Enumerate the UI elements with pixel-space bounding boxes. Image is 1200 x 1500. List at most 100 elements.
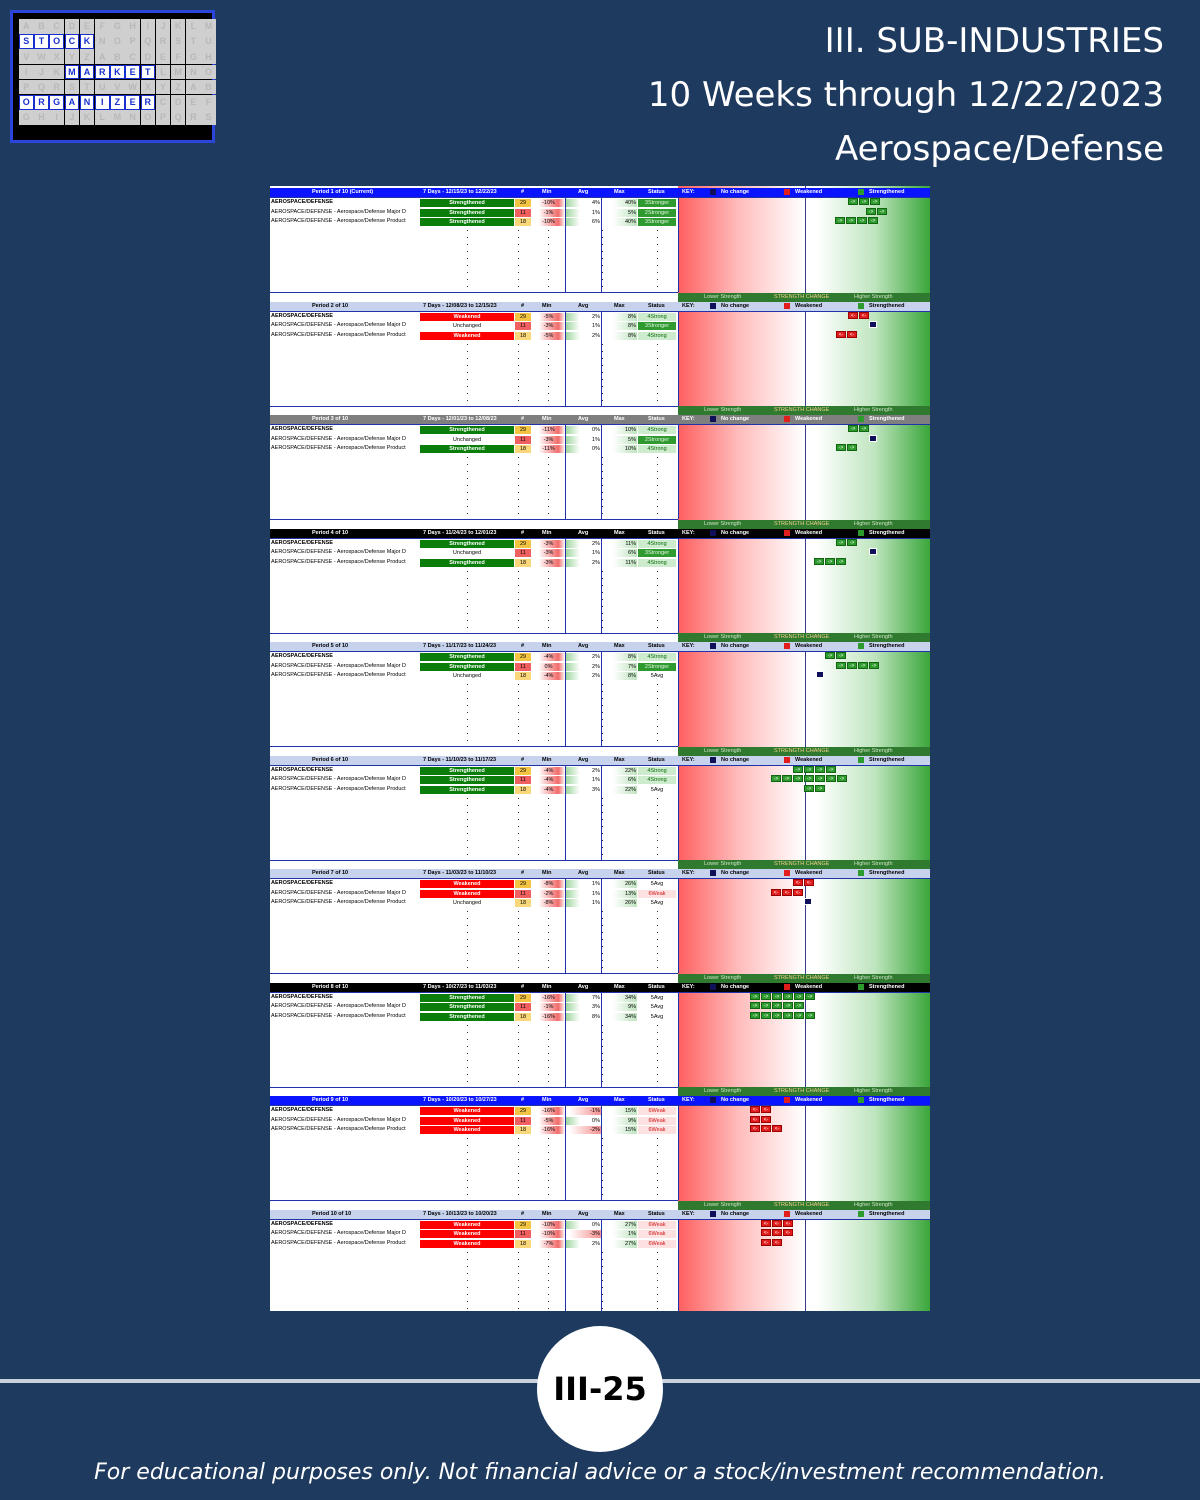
- col-header-num: #: [521, 416, 525, 422]
- empty-cell-mark: [548, 478, 549, 479]
- strengthened-swatch: [858, 983, 864, 990]
- period-top-rule: [270, 651, 930, 652]
- avg-cell: 2%: [566, 672, 601, 680]
- strength-legend-bar: Lower Strength STRENGTH CHANGE Higher Stre…: [678, 860, 930, 869]
- column-rule: [678, 764, 679, 860]
- column-rule: [678, 1105, 679, 1200]
- period-bottom-rule: [270, 632, 678, 634]
- right-arrow-icon: ->: [761, 1002, 771, 1009]
- industry-name: AEROSPACE/DEFENSE - Aerospace/Defense Ma…: [271, 208, 407, 215]
- logo-letter-cell: T: [79, 79, 95, 95]
- max-cell: 27%: [602, 1220, 637, 1229]
- empty-cell-mark: [467, 258, 468, 259]
- empty-cell-mark: [467, 343, 468, 345]
- legend-higher-strength: Higher Strength: [854, 974, 893, 981]
- col-header-status: Status: [648, 983, 665, 990]
- logo-letter-cell: C: [49, 19, 64, 34]
- empty-cell-mark: [518, 925, 519, 926]
- logo-letter-cell: R: [186, 110, 201, 125]
- empty-cell-mark: [602, 811, 603, 813]
- logo-letter-cell: W: [125, 79, 140, 95]
- right-arrow-icon: ->: [814, 557, 824, 565]
- empty-cell-mark: [467, 506, 468, 507]
- avg-cell: -2%: [566, 1126, 601, 1134]
- data-row: AEROSPACE/DEFENSE - Aerospace/Defense Ma…: [270, 888, 930, 898]
- data-row: AEROSPACE/DEFENSE - Aerospace/Defense Ma…: [270, 1002, 930, 1011]
- key-no-change: No change: [721, 643, 750, 649]
- min-cell: -3%: [532, 558, 565, 567]
- col-header-status: Status: [648, 416, 665, 422]
- logo-letter-cell: L: [155, 64, 171, 80]
- right-arrow-icon: ->: [877, 207, 887, 215]
- period-header-row: Period 5 of 10 7 Days - 11/17/23 to 11/24…: [270, 642, 930, 651]
- empty-cell-mark: [602, 960, 603, 961]
- right-arrow-icon: ->: [794, 992, 804, 1000]
- col-header-avg: Avg: [578, 302, 589, 309]
- empty-cell-mark: [657, 925, 658, 926]
- empty-cell-mark: [467, 1173, 468, 1174]
- strength-change-arrows: [869, 548, 877, 555]
- count-cell: 29: [515, 312, 531, 321]
- empty-cell-mark: [657, 371, 658, 373]
- empty-cell-mark: [518, 457, 519, 458]
- right-arrow-icon: ->: [815, 765, 825, 773]
- empty-cell-mark: [602, 797, 603, 799]
- empty-cell-mark: [467, 1279, 468, 1281]
- industry-name: AEROSPACE/DEFENSE - Aerospace/Defense Pr…: [271, 672, 406, 678]
- empty-cell-mark: [467, 584, 468, 586]
- column-rule: [678, 310, 679, 406]
- empty-cell-mark: [518, 230, 519, 231]
- change-cell: Strengthened: [420, 653, 514, 661]
- col-header-min: Min: [542, 870, 552, 876]
- legend-strength-change: STRENGTH CHANGE: [774, 974, 830, 981]
- empty-cell-mark: [548, 577, 549, 579]
- empty-cell-mark: [467, 598, 468, 600]
- count-cell: 18: [515, 558, 531, 567]
- no-change-swatch: [710, 756, 716, 763]
- legend-lower-strength: Lower Strength: [704, 861, 742, 867]
- empty-cell-mark: [467, 364, 468, 366]
- col-header-min: Min: [542, 756, 552, 763]
- data-row: AEROSPACE/DEFENSE Weakened 29 -16% -1% 15% 6We…: [270, 1106, 930, 1115]
- status-cell: 4Strong: [638, 331, 676, 340]
- empty-cell-mark: [548, 1180, 549, 1181]
- avg-cell: 0%: [566, 445, 601, 453]
- empty-cell-mark: [518, 1031, 519, 1033]
- empty-cell-mark: [657, 1038, 658, 1040]
- key-strengthened: Strengthened: [869, 416, 905, 422]
- right-arrow-icon: ->: [804, 784, 814, 792]
- empty-cell-mark: [467, 804, 468, 806]
- empty-cell-mark: [657, 577, 658, 579]
- empty-cell-mark: [548, 279, 549, 280]
- period-block: Period 1 of 10 (Current) 7 Days - 12/15/2…: [270, 188, 930, 300]
- empty-cell-mark: [602, 1159, 603, 1160]
- col-header-min: Min: [542, 983, 552, 990]
- max-cell: 22%: [602, 785, 637, 794]
- empty-cell-mark: [657, 286, 658, 287]
- logo-letter-cell: I: [19, 64, 34, 80]
- no-change-marker: [869, 321, 877, 328]
- key-weakened: Weakened: [795, 983, 823, 990]
- count-cell: 29: [515, 1220, 531, 1229]
- empty-cell-mark: [602, 1073, 603, 1075]
- period-label: Period 10 of 10: [312, 1210, 352, 1217]
- empty-cell-mark: [518, 726, 519, 727]
- empty-cell-mark: [518, 740, 519, 741]
- empty-cell-mark: [518, 605, 519, 607]
- empty-cell-mark: [602, 1173, 603, 1174]
- industry-name: AEROSPACE/DEFENSE - Aerospace/Defense Ma…: [271, 662, 407, 669]
- column-rule: [565, 424, 566, 519]
- empty-cell-mark: [518, 705, 519, 706]
- logo-letter-cell: E: [155, 49, 171, 64]
- right-arrow-icon: ->: [772, 992, 782, 1000]
- change-cell: Strengthened: [420, 539, 514, 548]
- period-block: Lower Strength STRENGTH CHANGE Higher Stre…: [270, 292, 930, 414]
- logo-letter-cell: N: [125, 110, 140, 125]
- logo-letter-cell: G: [19, 110, 34, 125]
- industry-name: AEROSPACE/DEFENSE: [271, 199, 333, 205]
- empty-cell-mark: [548, 818, 549, 820]
- left-arrow-icon: <-: [782, 888, 792, 896]
- right-arrow-icon: ->: [750, 992, 760, 1000]
- empty-cell-mark: [657, 350, 658, 352]
- empty-cell-mark: [602, 1286, 603, 1288]
